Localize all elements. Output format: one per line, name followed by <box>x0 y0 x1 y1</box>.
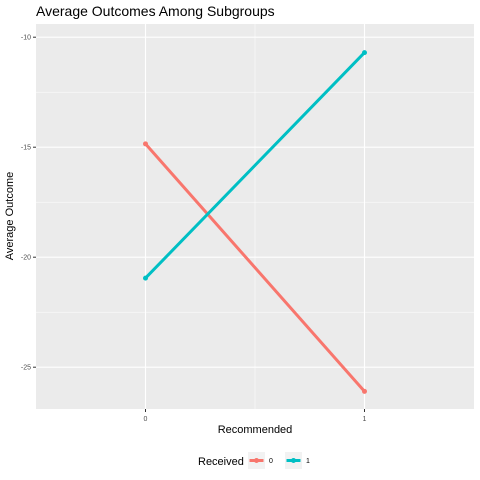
y-tick-label: -25 <box>21 365 31 372</box>
minor-gridlines <box>36 24 474 409</box>
y-axis-title: Average Outcome <box>4 172 16 260</box>
x-tick-label: 1 <box>363 416 367 423</box>
legend-item-1: 1 <box>285 452 310 469</box>
series-1 <box>143 50 367 281</box>
legend-label: 1 <box>306 458 310 465</box>
series-0 <box>143 141 367 394</box>
series-line-0 <box>144 142 366 393</box>
data-point-0 <box>362 388 367 394</box>
series-line-1 <box>144 51 366 280</box>
data-point-1 <box>362 50 367 56</box>
y-axis-ticks: -10 -15 -20 -25 <box>21 35 36 372</box>
legend-title: Received <box>198 456 244 468</box>
legend-key-point <box>291 458 296 463</box>
y-tick-label: -15 <box>21 145 31 152</box>
legend-item-0: 0 <box>248 452 273 469</box>
x-tick-label: 0 <box>144 416 148 423</box>
y-tick-label: -10 <box>21 35 31 42</box>
data-point-1 <box>143 275 148 281</box>
chart-title: Average Outcomes Among Subgroups <box>36 3 275 19</box>
major-gridlines <box>36 24 474 409</box>
legend-label: 0 <box>269 458 273 465</box>
legend-key-point <box>254 458 259 463</box>
data-point-0 <box>143 141 148 147</box>
series-layer <box>143 50 367 394</box>
y-tick-label: -20 <box>21 255 31 262</box>
x-axis-title: Recommended <box>218 424 293 436</box>
